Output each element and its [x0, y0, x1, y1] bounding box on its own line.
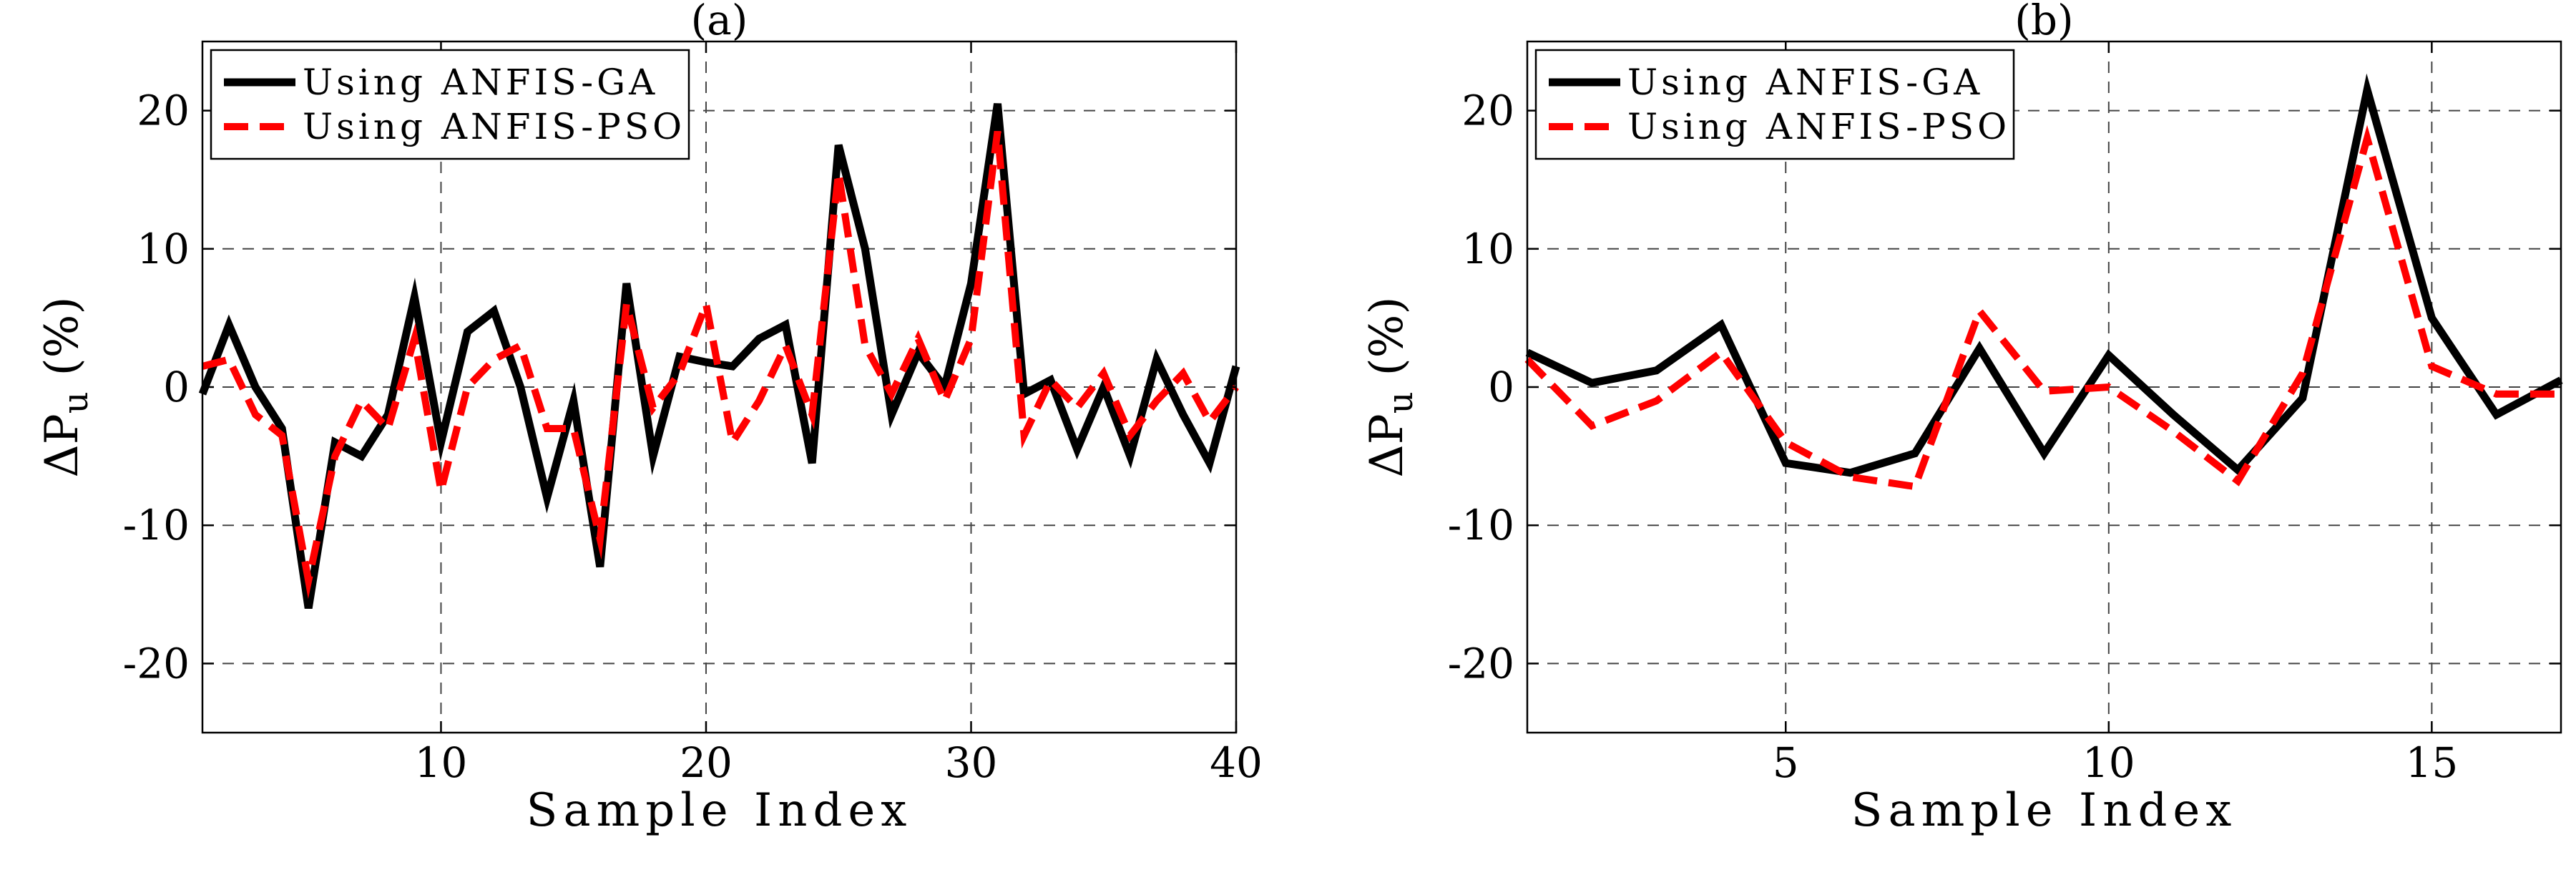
series-line-anfis-pso	[201, 130, 1239, 600]
x-tick-label: 10	[415, 738, 468, 787]
panel-title: (a)	[691, 0, 748, 44]
y-tick-label: 0	[1488, 363, 1514, 411]
panel-title: (b)	[2014, 0, 2073, 44]
y-tick-label: 0	[163, 363, 190, 411]
x-tick-label: 20	[680, 738, 733, 787]
x-axis-label: Sample Index	[1851, 784, 2238, 837]
panel-a: 10 20 30 40 -20 -10 0 10 20 (a) Sample Index ΔPu(%)…	[36, 0, 1263, 837]
series-line-anfis-pso	[1524, 124, 2561, 491]
legend-label: Using ANFIS-GA	[1627, 62, 1983, 103]
x-tick-label: 30	[945, 738, 998, 787]
y-tick-label: -10	[123, 501, 190, 549]
x-tick-label: 5	[1773, 738, 1799, 787]
y-tick-label: 10	[1461, 225, 1514, 273]
y-tick-label: 20	[137, 87, 190, 135]
x-axis-label: Sample Index	[527, 784, 913, 837]
x-tick-label: 15	[2405, 738, 2458, 787]
legend-label: Using ANFIS-PSO	[303, 106, 685, 147]
x-tick-label: 10	[2082, 738, 2135, 787]
legend-label: Using ANFIS-GA	[303, 62, 658, 103]
y-tick-label: 10	[137, 225, 190, 273]
legend-label: Using ANFIS-PSO	[1627, 106, 2010, 147]
legend-box	[210, 49, 690, 160]
y-tick-label: -20	[1448, 639, 1514, 688]
y-tick-label: 20	[1461, 87, 1514, 135]
y-axis-label: ΔPu(%)	[36, 297, 96, 478]
y-tick-label: -10	[1448, 501, 1514, 549]
y-tick-label: -20	[123, 639, 190, 688]
y-axis-label: ΔPu(%)	[1361, 297, 1421, 478]
legend-box	[1534, 49, 2015, 160]
series-line-anfis-ga	[1525, 73, 2563, 477]
x-tick-label: 40	[1210, 738, 1263, 787]
panel-b: 5 10 15 -20 -10 0 10 20 (b) Sample Index ΔPu(%) Usi…	[1361, 0, 2563, 837]
